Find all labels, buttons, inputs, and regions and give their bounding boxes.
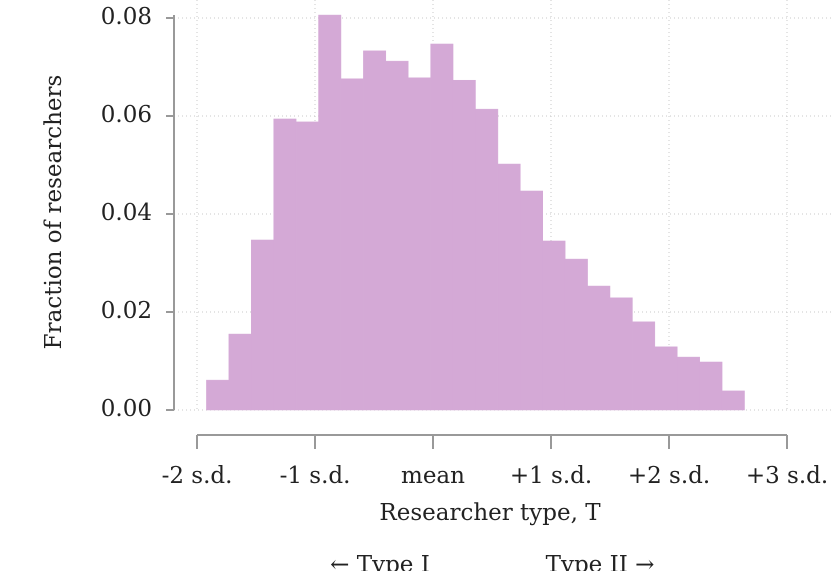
y-tick-label: 0.02 <box>101 298 152 324</box>
bar <box>452 79 476 411</box>
bar <box>340 78 364 411</box>
bar <box>430 43 454 411</box>
bar <box>385 60 409 411</box>
bar <box>228 333 252 411</box>
bars <box>206 14 745 411</box>
bar <box>407 77 431 411</box>
y-tick-label: 0.06 <box>101 102 152 128</box>
x-tick-label: -1 s.d. <box>280 463 351 489</box>
x-tick-label: +2 s.d. <box>628 463 710 489</box>
bar <box>273 118 297 411</box>
bar <box>206 379 230 411</box>
bar <box>609 297 633 411</box>
y-tick-label: 0.00 <box>101 396 152 422</box>
bar <box>520 190 543 411</box>
bar <box>587 285 611 411</box>
bar <box>475 108 499 411</box>
bar <box>318 14 342 411</box>
x-tick-label: -2 s.d. <box>162 463 233 489</box>
x-axis-label: Researcher type, T <box>379 500 601 526</box>
x-tick-label: +1 s.d. <box>510 463 592 489</box>
y-tick-label: 0.08 <box>101 4 152 30</box>
x-tick-label: mean <box>401 463 465 489</box>
y-tick-label: 0.04 <box>101 200 152 226</box>
annotation: Type II → <box>546 552 655 571</box>
bar <box>654 346 678 411</box>
bar <box>677 356 700 411</box>
bar <box>295 121 319 411</box>
bar <box>721 390 745 411</box>
annotation: ← Type I <box>330 552 430 571</box>
bar <box>564 258 588 411</box>
bar <box>542 240 566 411</box>
bar <box>363 50 387 411</box>
x-tick-label: +3 s.d. <box>746 463 828 489</box>
bar <box>699 361 723 411</box>
bar <box>497 163 521 411</box>
bar <box>632 321 656 411</box>
axes: 0.00 0.02 0.04 0.06 0.08 -2 s.d. -1 s.d. mean +1… <box>101 4 828 489</box>
y-axis-label: Fraction of researchers <box>41 75 67 350</box>
bar <box>251 239 274 411</box>
